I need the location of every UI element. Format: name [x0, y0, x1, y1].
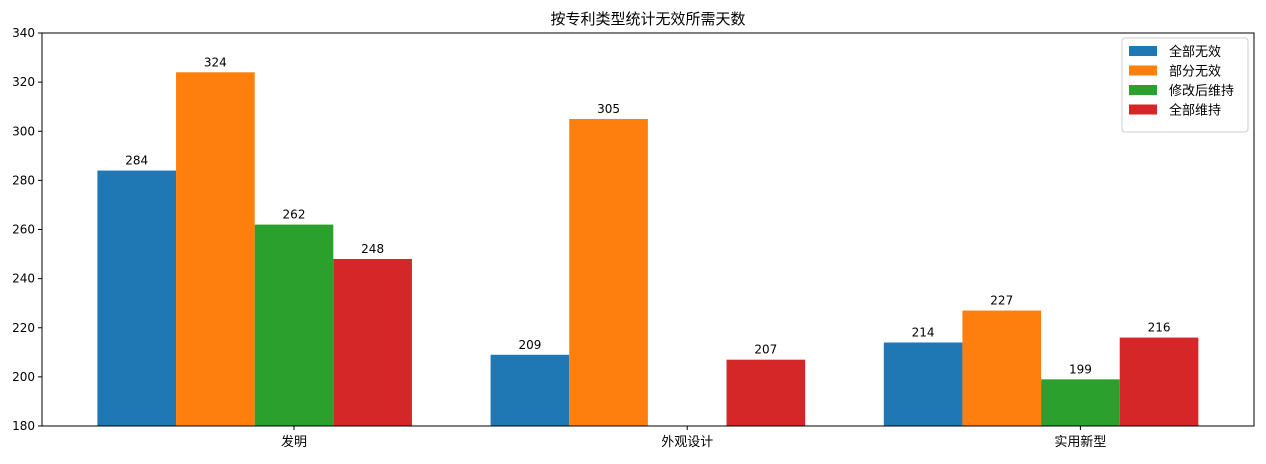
- y-tick-label: 320: [12, 75, 35, 89]
- legend-swatch: [1129, 46, 1157, 56]
- data-label: 199: [1069, 362, 1092, 376]
- y-tick-label: 260: [12, 223, 35, 237]
- data-label: 209: [518, 338, 541, 352]
- data-label: 324: [204, 55, 227, 69]
- legend-label: 修改后维持: [1169, 84, 1234, 99]
- legend-label: 全部维持: [1169, 103, 1221, 119]
- bar-3-3: [1041, 379, 1120, 426]
- bar-4-3: [1119, 337, 1199, 426]
- bar-1-3: [883, 342, 963, 426]
- bar-4-2: [726, 359, 806, 426]
- x-tick-label: 发明: [281, 434, 307, 450]
- y-tick-label: 240: [12, 272, 35, 286]
- bar-2-3: [962, 310, 1042, 426]
- legend-swatch: [1129, 65, 1157, 76]
- x-tick-label: 外观设计: [661, 435, 713, 450]
- bar-3-1: [254, 224, 334, 426]
- y-tick-label: 300: [12, 124, 35, 138]
- data-label: 248: [361, 242, 384, 256]
- data-label: 216: [1148, 321, 1171, 335]
- y-tick-label: 220: [12, 321, 35, 335]
- data-label: 207: [754, 343, 777, 357]
- legend-label: 全部无效: [1169, 44, 1221, 60]
- y-tick-label: 180: [12, 419, 35, 433]
- legend-swatch: [1129, 104, 1157, 115]
- y-tick-label: 340: [12, 26, 35, 40]
- legend-swatch: [1129, 85, 1157, 95]
- data-label: 262: [283, 208, 306, 222]
- bar-1-2: [490, 354, 570, 426]
- data-label: 284: [125, 154, 148, 168]
- legend-label: 部分无效: [1169, 65, 1221, 80]
- chart-title: 按专利类型统计无效所需天数: [550, 10, 745, 28]
- bar-2-2: [569, 118, 648, 426]
- data-label: 305: [597, 102, 620, 116]
- y-tick-label: 280: [12, 173, 35, 187]
- y-tick-label: 200: [12, 370, 35, 384]
- x-tick-label: 实用新型: [1054, 434, 1106, 450]
- bar-1-1: [97, 170, 177, 426]
- bar-2-1: [176, 72, 255, 427]
- data-label: 227: [990, 294, 1013, 308]
- data-label: 214: [912, 325, 935, 339]
- bar-4-1: [333, 258, 412, 426]
